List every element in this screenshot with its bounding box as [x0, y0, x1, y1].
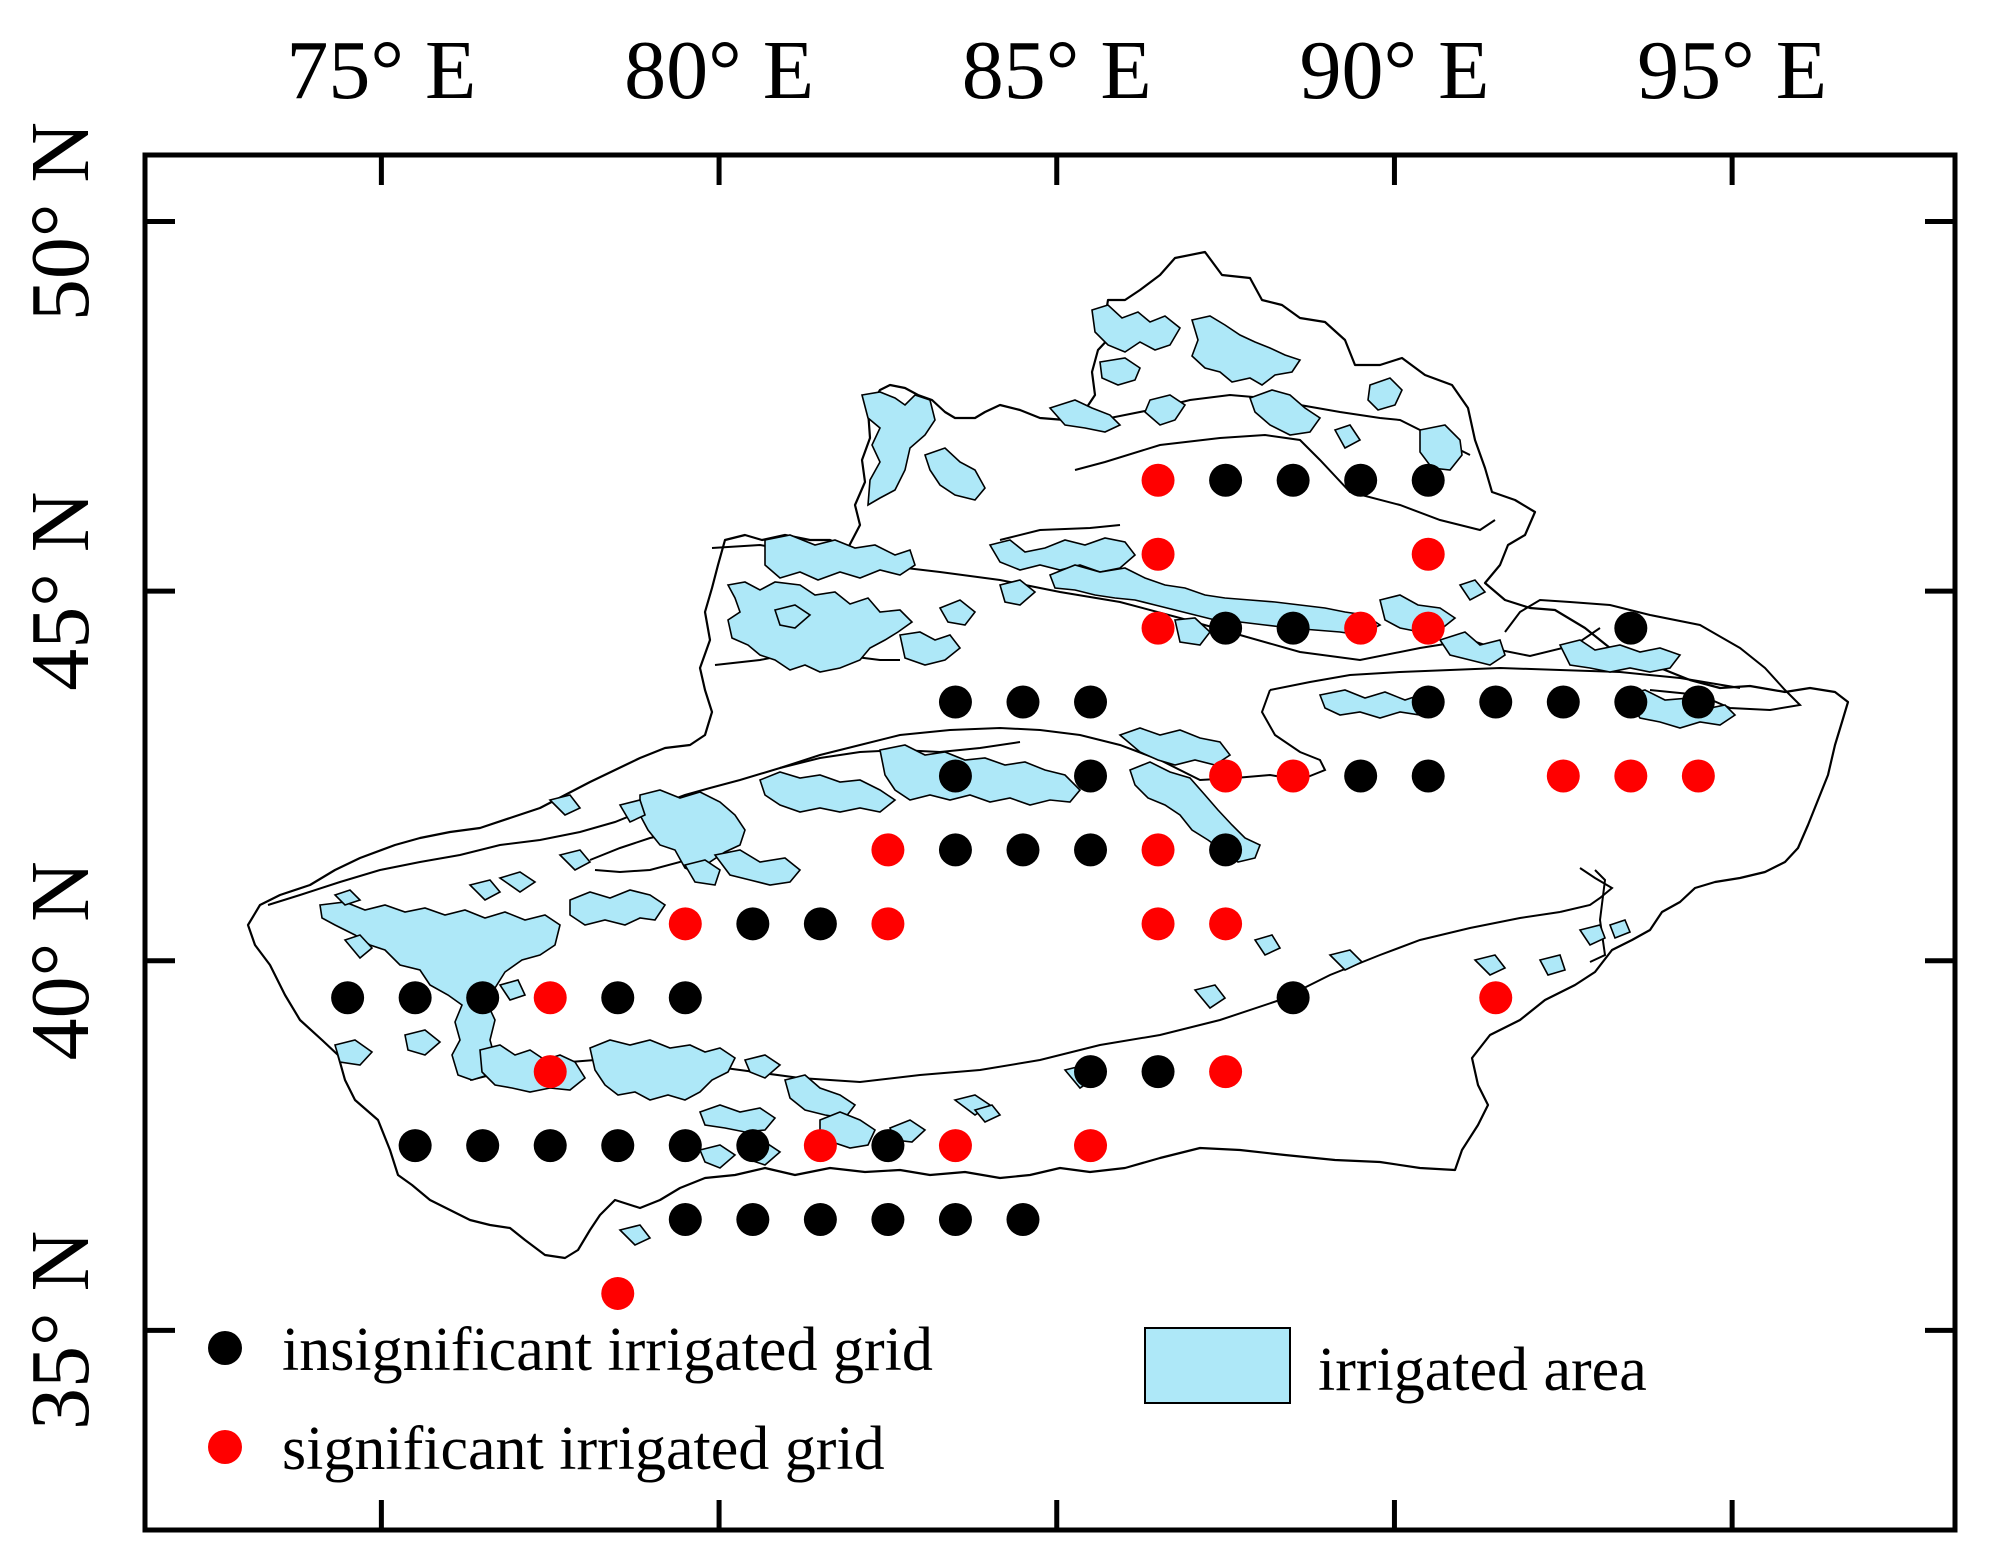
insignificant-grid-point [398, 981, 432, 1015]
insignificant-grid-point [1074, 1055, 1108, 1089]
insignificant-grid-point [1141, 1055, 1175, 1089]
x-tick-label: 85° E [962, 24, 1152, 117]
insignificant-grid-point [871, 1203, 905, 1237]
y-tick-label: 35° N [14, 1231, 107, 1430]
significant-grid-point [803, 1129, 837, 1163]
insignificant-grid-point [1209, 833, 1243, 867]
irrigated-areas [319, 304, 1737, 1246]
insignificant-grid-point [1276, 981, 1310, 1015]
insignificant-grid-point [601, 1129, 635, 1163]
insignificant-grid-point [1006, 833, 1040, 867]
insignificant-grid-point [466, 981, 500, 1015]
insignificant-grid-point [466, 1129, 500, 1163]
insignificant-grid-point [1411, 759, 1445, 793]
significant-grid-point [1479, 981, 1513, 1015]
insignificant-grid-point [1006, 685, 1040, 719]
significant-grid-point [1546, 759, 1580, 793]
insignificant-grid-point [1479, 685, 1513, 719]
region-outline [246, 250, 1850, 1260]
significant-grid-point [1209, 907, 1243, 941]
insignificant-grid-point [1276, 611, 1310, 645]
insignificant-grid-point [1681, 685, 1715, 719]
insignificant-grid-point [938, 1203, 972, 1237]
insignificant-grid-point [803, 1203, 837, 1237]
significant-grid-point [1614, 759, 1648, 793]
insignificant-grid-point [1344, 759, 1378, 793]
legend-label-significant: significant irrigated grid [282, 1415, 885, 1483]
significant-grid-point [601, 1276, 635, 1310]
legend-swatch-irrigated [1144, 1327, 1291, 1404]
insignificant-grid-point [1546, 685, 1580, 719]
significant-grid-point [1209, 1055, 1243, 1089]
legend-marker-insignificant [208, 1331, 242, 1365]
insignificant-grid-point [1344, 463, 1378, 497]
insignificant-grid-point [1614, 611, 1648, 645]
x-tick-label: 95° E [1637, 24, 1827, 117]
significant-grid-point [1411, 611, 1445, 645]
insignificant-grid-point [1411, 685, 1445, 719]
insignificant-grid-point [1209, 463, 1243, 497]
insignificant-grid-point [736, 1203, 770, 1237]
grid-points [331, 463, 1715, 1310]
insignificant-grid-point [736, 907, 770, 941]
significant-grid-point [1209, 759, 1243, 793]
insignificant-grid-point [1209, 611, 1243, 645]
significant-grid-point [1344, 611, 1378, 645]
insignificant-grid-point [736, 1129, 770, 1163]
legend: insignificant irrigated grid significant… [208, 1316, 1647, 1483]
insignificant-grid-point [1614, 685, 1648, 719]
y-tick-label: 40° N [14, 861, 107, 1060]
insignificant-grid-point [668, 1129, 702, 1163]
insignificant-grid-point [938, 833, 972, 867]
significant-grid-point [1141, 907, 1175, 941]
axis-ticks: 75° E 80° E 85° E 90° E 95° E 35° N 40° N 45° N… [14, 24, 1955, 1530]
insignificant-grid-point [871, 1129, 905, 1163]
map-frame [142, 152, 1958, 1533]
insignificant-grid-point [1074, 833, 1108, 867]
significant-grid-point [1681, 759, 1715, 793]
insignificant-grid-point [398, 1129, 432, 1163]
insignificant-grid-point [938, 685, 972, 719]
insignificant-grid-point [1074, 759, 1108, 793]
insignificant-grid-point [1006, 1203, 1040, 1237]
insignificant-grid-point [938, 759, 972, 793]
insignificant-grid-point [668, 981, 702, 1015]
significant-grid-point [1141, 611, 1175, 645]
insignificant-grid-point [331, 981, 365, 1015]
legend-label-insignificant: insignificant irrigated grid [282, 1316, 933, 1384]
significant-grid-point [871, 833, 905, 867]
y-tick-label: 45° N [14, 492, 107, 691]
insignificant-grid-point [1276, 463, 1310, 497]
significant-grid-point [1141, 833, 1175, 867]
significant-grid-point [871, 907, 905, 941]
significant-grid-point [533, 1055, 567, 1089]
x-tick-label: 90° E [1299, 24, 1489, 117]
significant-grid-point [1141, 537, 1175, 571]
y-tick-label: 50° N [14, 122, 107, 321]
insignificant-grid-point [668, 1203, 702, 1237]
significant-grid-point [1276, 759, 1310, 793]
insignificant-grid-point [803, 907, 837, 941]
insignificant-grid-point [601, 981, 635, 1015]
significant-grid-point [938, 1129, 972, 1163]
x-tick-label: 75° E [286, 24, 476, 117]
significant-grid-point [1141, 463, 1175, 497]
insignificant-grid-point [533, 1129, 567, 1163]
insignificant-grid-point [1411, 463, 1445, 497]
significant-grid-point [533, 981, 567, 1015]
x-tick-label: 80° E [624, 24, 814, 117]
significant-grid-point [1074, 1129, 1108, 1163]
legend-label-irrigated: irrigated area [1318, 1336, 1647, 1404]
significant-grid-point [668, 907, 702, 941]
significant-grid-point [1411, 537, 1445, 571]
insignificant-grid-point [1074, 685, 1108, 719]
legend-marker-significant [208, 1430, 242, 1464]
